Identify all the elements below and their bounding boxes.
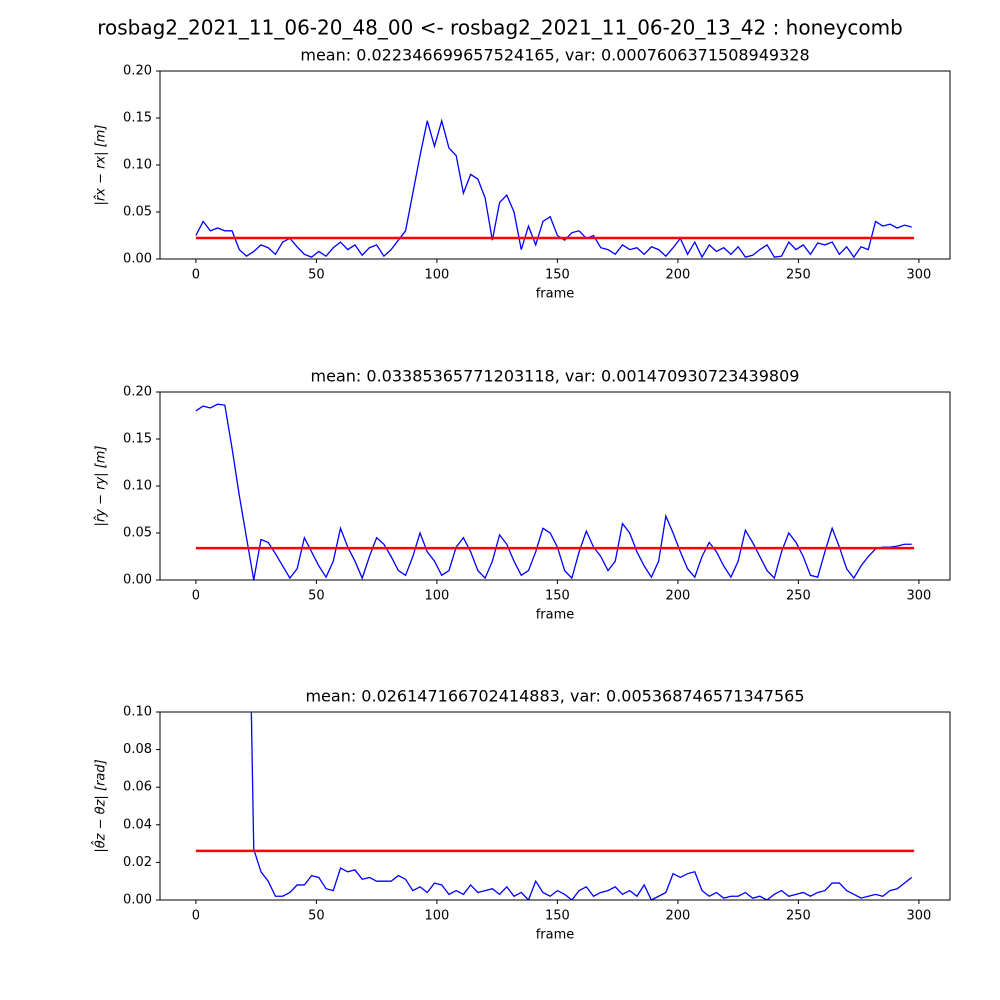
y-tick-label: 0.02 bbox=[123, 855, 152, 870]
y-axis-label: |θ̂z − θz| [rad] bbox=[91, 759, 108, 852]
y-axis-label: |r̂y − ry| [m] bbox=[94, 446, 109, 527]
y-tick-label: 0.00 bbox=[123, 252, 152, 267]
axes-frame bbox=[159, 70, 951, 260]
axes-frame bbox=[159, 711, 951, 901]
data-line bbox=[195, 403, 912, 580]
x-tick-label: 200 bbox=[665, 909, 690, 924]
data-line bbox=[195, 118, 912, 259]
x-tick-label: 50 bbox=[308, 268, 325, 283]
x-tick-label: 0 bbox=[192, 589, 200, 604]
subplot: mean: 0.03385365771203118, var: 0.001470… bbox=[94, 367, 951, 623]
x-tick-label: 100 bbox=[424, 909, 449, 924]
figure-title: rosbag2_2021_11_06-20_48_00 <- rosbag2_2… bbox=[97, 16, 903, 40]
x-tick-label: 50 bbox=[308, 909, 325, 924]
y-tick-label: 0.15 bbox=[123, 111, 152, 126]
y-tick-label: 0.00 bbox=[123, 573, 152, 588]
x-tick-label: 150 bbox=[545, 909, 570, 924]
axes-frame bbox=[159, 391, 951, 581]
x-tick-label: 250 bbox=[786, 909, 811, 924]
y-axis-label: |r̂x − rx| [m] bbox=[94, 125, 109, 206]
data-line bbox=[250, 712, 913, 900]
subplot: mean: 0.022346699657524165, var: 0.00076… bbox=[94, 46, 951, 302]
y-tick-label: 0.00 bbox=[123, 893, 152, 908]
x-axis-label: frame bbox=[536, 928, 575, 943]
y-tick-label: 0.20 bbox=[123, 385, 152, 400]
x-tick-label: 300 bbox=[906, 589, 931, 604]
y-tick-label: 0.15 bbox=[123, 432, 152, 447]
y-tick-label: 0.10 bbox=[123, 479, 152, 494]
y-tick-label: 0.05 bbox=[123, 205, 152, 220]
x-tick-label: 300 bbox=[906, 909, 931, 924]
x-tick-label: 300 bbox=[906, 268, 931, 283]
x-tick-label: 200 bbox=[665, 268, 690, 283]
y-tick-label: 0.10 bbox=[123, 158, 152, 173]
x-tick-label: 150 bbox=[545, 268, 570, 283]
x-tick-label: 100 bbox=[424, 589, 449, 604]
x-tick-label: 250 bbox=[786, 268, 811, 283]
x-tick-label: 100 bbox=[424, 268, 449, 283]
y-tick-label: 0.06 bbox=[123, 780, 152, 795]
x-axis-label: frame bbox=[536, 608, 575, 623]
subplot-title: mean: 0.03385365771203118, var: 0.001470… bbox=[311, 367, 800, 386]
subplot: mean: 0.026147166702414883, var: 0.00536… bbox=[91, 687, 951, 943]
x-tick-label: 50 bbox=[308, 589, 325, 604]
x-axis-label: frame bbox=[536, 287, 575, 302]
x-tick-label: 0 bbox=[192, 909, 200, 924]
y-tick-label: 0.10 bbox=[123, 705, 152, 720]
y-tick-label: 0.04 bbox=[123, 817, 152, 832]
x-tick-label: 250 bbox=[786, 589, 811, 604]
y-tick-label: 0.08 bbox=[123, 742, 152, 757]
y-tick-label: 0.20 bbox=[123, 64, 152, 79]
x-tick-label: 0 bbox=[192, 268, 200, 283]
x-tick-label: 200 bbox=[665, 589, 690, 604]
y-tick-label: 0.05 bbox=[123, 526, 152, 541]
subplot-title: mean: 0.026147166702414883, var: 0.00536… bbox=[305, 687, 804, 706]
subplot-title: mean: 0.022346699657524165, var: 0.00076… bbox=[300, 46, 809, 65]
x-tick-label: 150 bbox=[545, 589, 570, 604]
